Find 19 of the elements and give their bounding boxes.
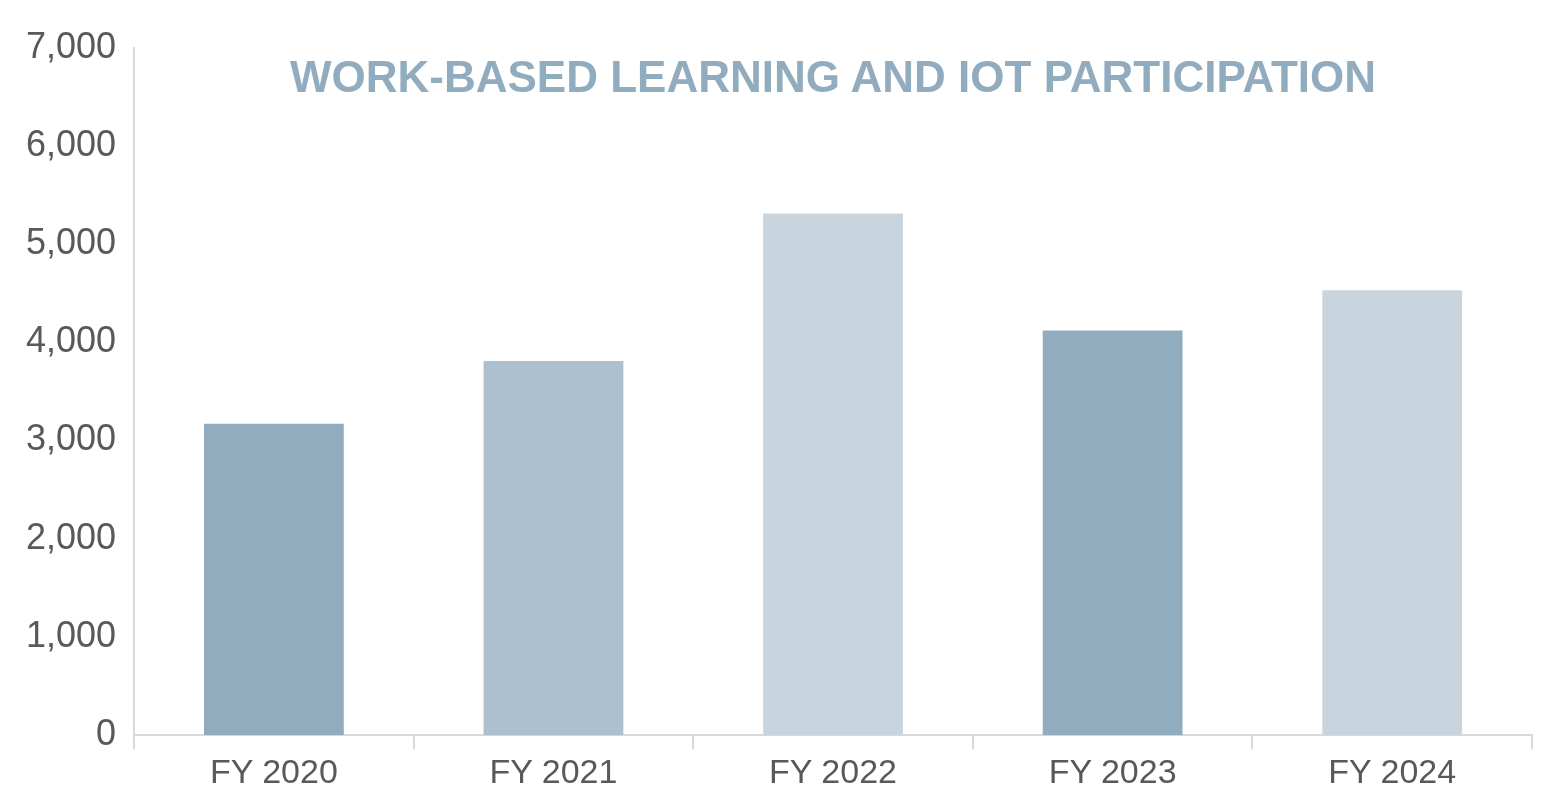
bar bbox=[1042, 330, 1183, 736]
x-tick-label: FY 2021 bbox=[489, 751, 618, 790]
y-tick-label: 4,000 bbox=[25, 319, 117, 361]
chart-title: WORK-BASED LEARNING AND IOT PARTICIPATION bbox=[289, 51, 1377, 101]
y-tick-label: 1,000 bbox=[25, 613, 117, 655]
y-tick-label: 5,000 bbox=[25, 220, 117, 262]
y-tick-label: 3,000 bbox=[25, 417, 117, 459]
x-tick-label: FY 2024 bbox=[1328, 751, 1457, 790]
bar bbox=[483, 360, 624, 736]
x-tick-label: FY 2020 bbox=[209, 751, 338, 790]
x-tick-label: FY 2023 bbox=[1048, 751, 1177, 790]
bar bbox=[1322, 290, 1463, 736]
bar bbox=[763, 213, 903, 736]
x-tick-label: FY 2022 bbox=[769, 751, 897, 790]
y-tick-label: 7,000 bbox=[25, 24, 117, 66]
y-tick-label: 2,000 bbox=[25, 515, 117, 557]
bar bbox=[203, 423, 344, 736]
y-tick-label: 0 bbox=[96, 712, 117, 754]
y-tick-label: 6,000 bbox=[25, 122, 117, 164]
